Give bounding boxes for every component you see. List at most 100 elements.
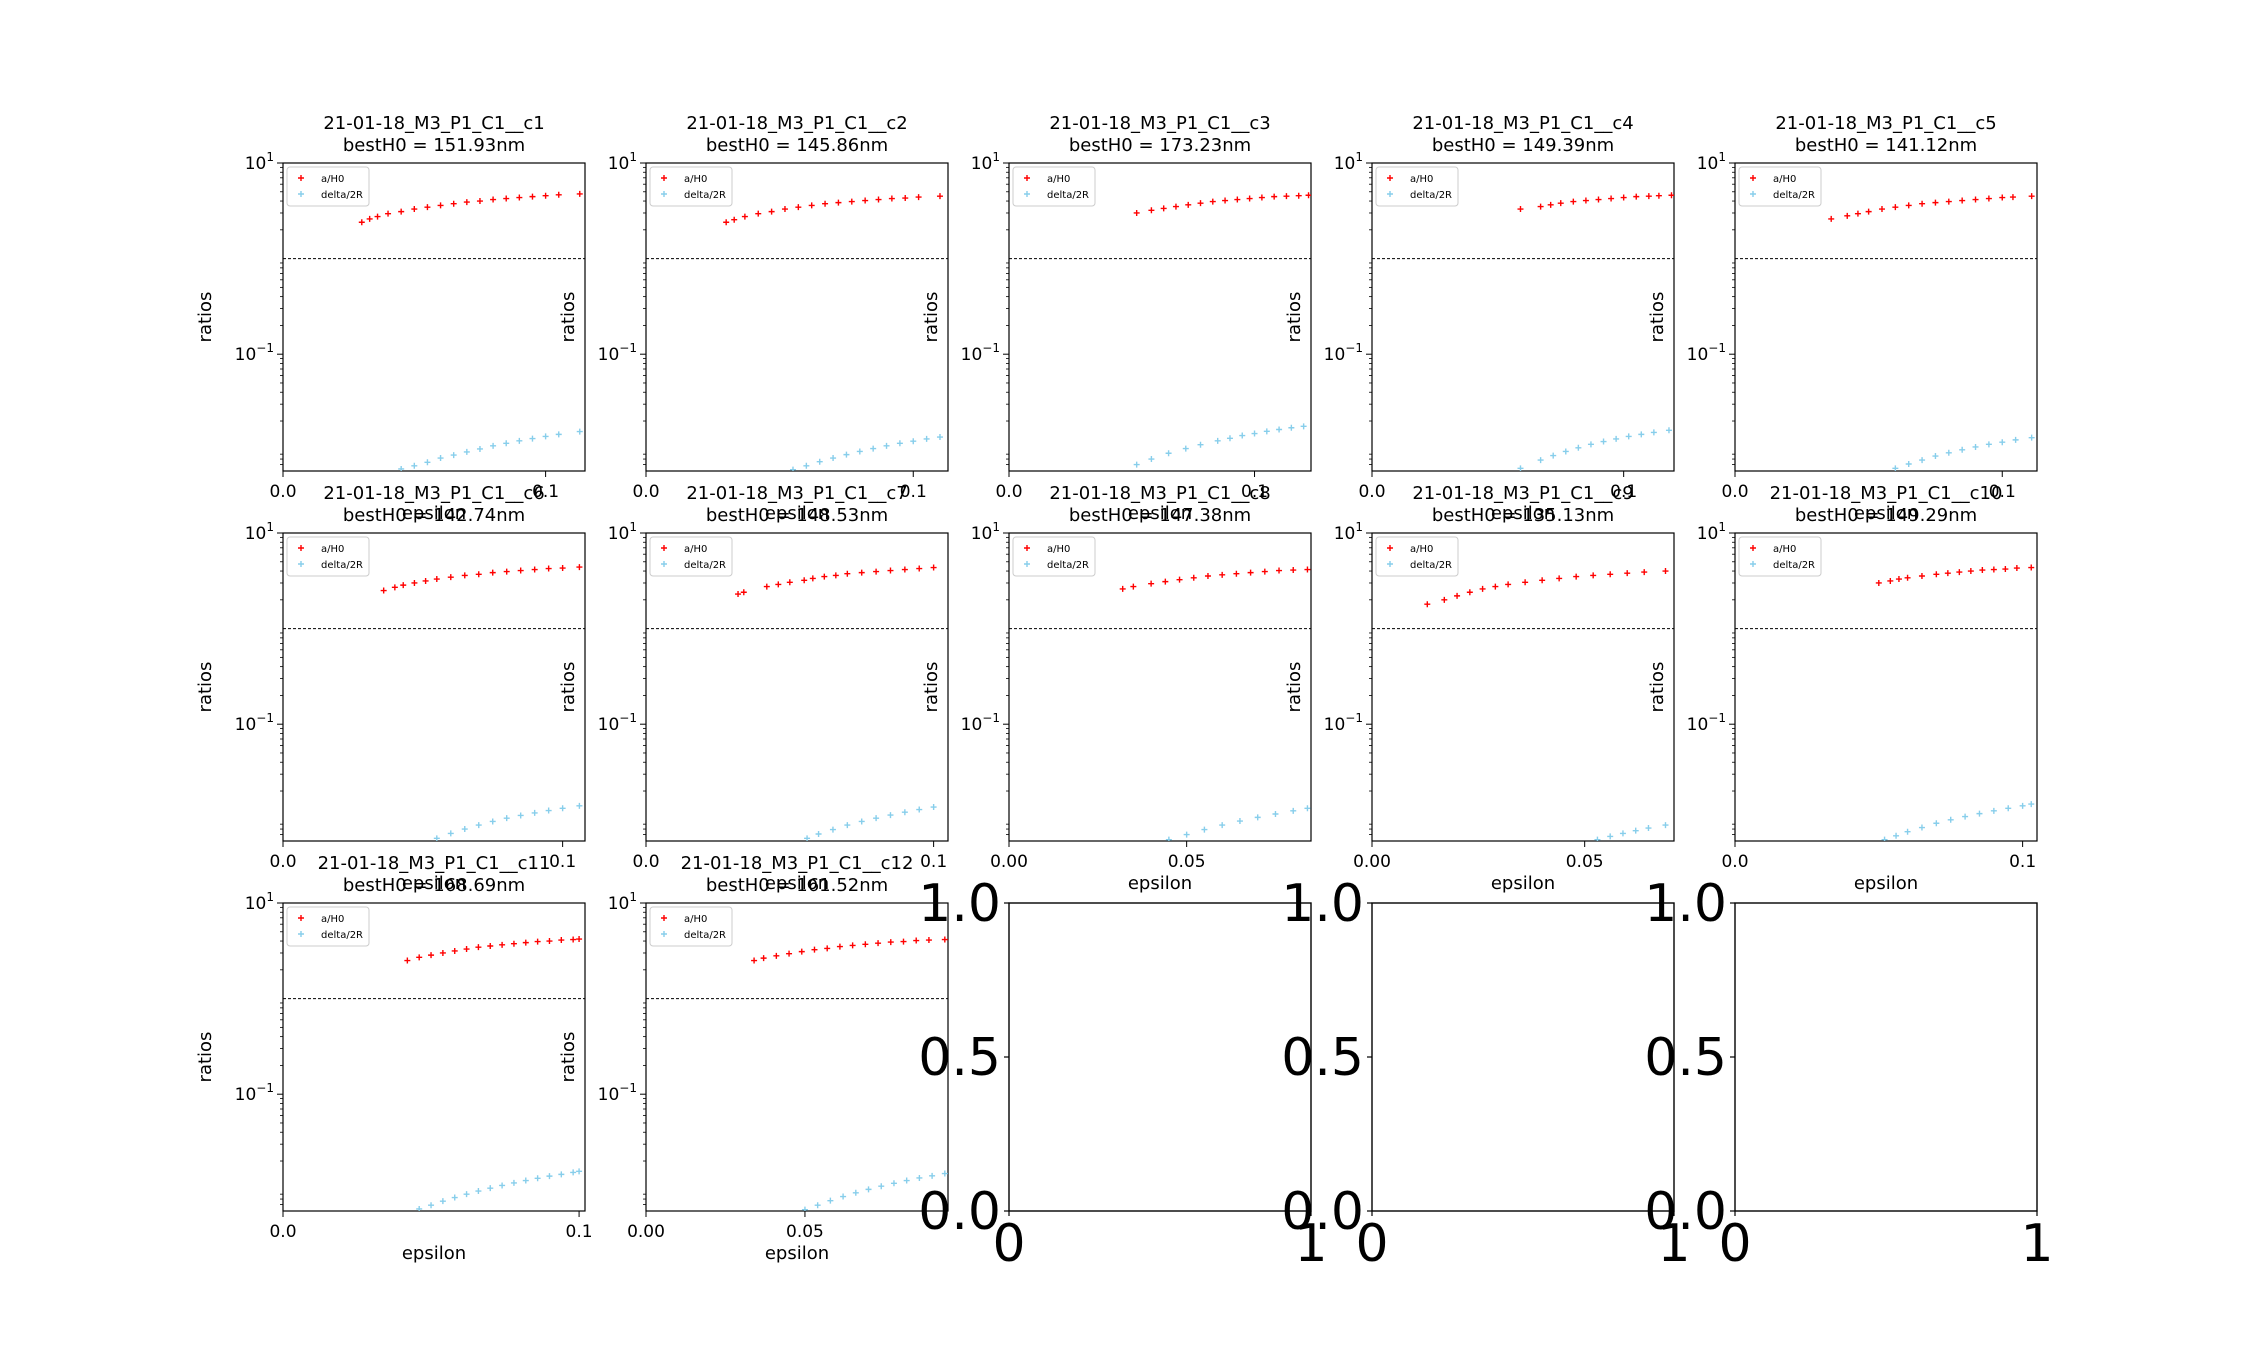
data-points xyxy=(735,564,937,841)
point-delta/2R xyxy=(1904,828,1911,835)
point-a/H0 xyxy=(1234,196,1241,203)
point-delta/2R xyxy=(1932,453,1939,460)
point-delta/2R xyxy=(1594,836,1601,841)
axes-frame xyxy=(1008,162,1312,472)
legend-label: a/H0 xyxy=(1047,174,1070,185)
axes-frame xyxy=(1008,902,1312,1212)
point-delta/2R xyxy=(1990,807,1997,814)
x-tick-label: 0.0 xyxy=(995,482,1022,502)
x-tick-label: 0.0 xyxy=(632,852,659,872)
x-tick-label: 0.0 xyxy=(269,852,296,872)
point-a/H0 xyxy=(1557,200,1564,207)
point-a/H0 xyxy=(1662,568,1669,575)
y-tick-label: 0.0 xyxy=(1644,1182,1727,1242)
point-a/H0 xyxy=(1645,193,1652,200)
x-tick-label: 0.1 xyxy=(549,852,576,872)
legend: a/H0 delta/2R xyxy=(1012,166,1096,207)
legend-marker xyxy=(661,931,667,937)
y-tick-label: 10−1 xyxy=(1687,341,1726,365)
point-delta/2R xyxy=(1972,443,1979,450)
point-a/H0 xyxy=(786,950,793,957)
x-tick-label: 0.0 xyxy=(1721,482,1748,502)
subplot-title: 21-01-18_M3_P1_C1__c11 xyxy=(318,853,551,874)
point-delta/2R xyxy=(814,1202,821,1209)
x-tick-label: 0.0 xyxy=(269,1222,296,1242)
point-a/H0 xyxy=(1276,567,1283,574)
point-a/H0 xyxy=(542,192,549,199)
point-a/H0 xyxy=(1247,569,1254,576)
y-tick-label: 101 xyxy=(1334,150,1363,174)
point-delta/2R xyxy=(576,428,583,435)
legend-label: delta/2R xyxy=(684,190,726,201)
point-delta/2R xyxy=(1276,426,1283,433)
point-delta/2R xyxy=(1999,439,2006,446)
point-a/H0 xyxy=(1979,567,1986,574)
x-tick-label: 0.0 xyxy=(1358,482,1385,502)
point-delta/2R xyxy=(1881,836,1888,841)
point-delta/2R xyxy=(451,1194,458,1201)
legend-label: delta/2R xyxy=(321,930,363,941)
point-delta/2R xyxy=(873,815,880,822)
point-a/H0 xyxy=(844,570,851,577)
y-axis-label: ratios xyxy=(1284,292,1305,343)
legend-label: a/H0 xyxy=(1410,174,1433,185)
y-tick-label: 101 xyxy=(1697,150,1726,174)
point-a/H0 xyxy=(398,208,405,215)
point-a/H0 xyxy=(1945,198,1952,205)
point-a/H0 xyxy=(1148,207,1155,214)
x-tick-label: 1 xyxy=(1657,1214,1690,1274)
subplot-title: 21-01-18_M3_P1_C1__c2 xyxy=(686,113,907,134)
x-axis-label: epsilon xyxy=(765,503,829,524)
point-delta/2R xyxy=(416,1205,423,1211)
point-a/H0 xyxy=(875,940,882,947)
data-points xyxy=(1133,192,1311,468)
axes-frame xyxy=(282,532,586,842)
point-a/H0 xyxy=(1967,568,1974,575)
point-delta/2R xyxy=(1645,825,1652,832)
point-a/H0 xyxy=(1854,210,1861,217)
point-a/H0 xyxy=(1290,567,1297,574)
point-delta/2R xyxy=(411,462,418,469)
point-a/H0 xyxy=(1190,574,1197,581)
point-a/H0 xyxy=(801,577,808,584)
point-a/H0 xyxy=(808,202,815,209)
point-delta/2R xyxy=(570,1169,577,1176)
point-a/H0 xyxy=(559,565,566,572)
point-delta/2R xyxy=(499,1182,506,1189)
y-axis-label: ratios xyxy=(1284,662,1305,713)
point-a/H0 xyxy=(1990,566,1997,573)
point-a/H0 xyxy=(1441,596,1448,603)
point-delta/2R xyxy=(576,802,583,809)
legend-marker xyxy=(661,561,667,567)
point-delta/2R xyxy=(858,818,865,825)
point-delta/2R xyxy=(2028,801,2035,808)
point-a/H0 xyxy=(1130,583,1137,590)
x-tick-label: 0.0 xyxy=(632,482,659,502)
point-a/H0 xyxy=(1956,569,1963,576)
point-delta/2R xyxy=(941,1170,948,1177)
legend-marker xyxy=(1387,545,1393,551)
point-delta/2R xyxy=(503,440,510,447)
point-a/H0 xyxy=(915,194,922,201)
legend-label: delta/2R xyxy=(1773,190,1815,201)
x-tick-label: 0.05 xyxy=(1566,852,1604,872)
point-a/H0 xyxy=(1261,568,1268,575)
point-delta/2R xyxy=(840,1193,847,1200)
point-a/H0 xyxy=(795,204,802,211)
point-delta/2R xyxy=(1933,820,1940,827)
point-a/H0 xyxy=(1844,212,1851,219)
point-a/H0 xyxy=(913,937,920,944)
point-a/H0 xyxy=(1454,592,1461,599)
point-a/H0 xyxy=(489,569,496,576)
subplot-subtitle: bestH0 = 173.23nm xyxy=(1069,135,1251,156)
subplot-subtitle: bestH0 = 135.13nm xyxy=(1432,505,1614,526)
point-delta/2R xyxy=(830,455,837,462)
point-delta/2R xyxy=(844,822,851,829)
point-a/H0 xyxy=(1479,585,1486,592)
point-a/H0 xyxy=(858,569,865,576)
point-a/H0 xyxy=(576,936,583,943)
legend-marker xyxy=(661,175,667,181)
